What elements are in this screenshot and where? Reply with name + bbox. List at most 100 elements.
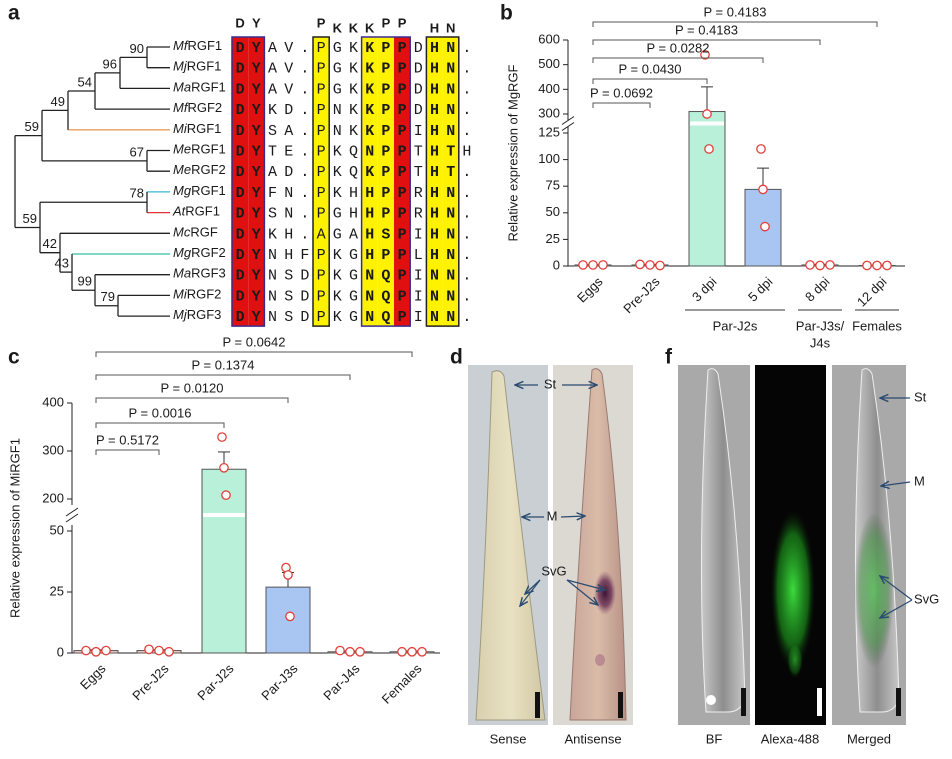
residue: . <box>462 288 471 305</box>
residue: S <box>284 268 293 285</box>
p-value: P = 0.0692 <box>590 85 653 100</box>
group-label: Par-J3s/ <box>796 318 845 333</box>
residue: Y <box>252 309 261 326</box>
leaf-label: MiRGF1 <box>173 121 221 136</box>
data-point <box>144 644 154 655</box>
residue: K <box>349 123 358 140</box>
residue: P <box>381 123 390 140</box>
residue: H <box>430 61 439 78</box>
annotation: M <box>914 473 925 488</box>
residue: H <box>284 226 293 243</box>
leaf-label: MfRGF2 <box>173 101 222 116</box>
bootstrap: 67 <box>130 144 144 159</box>
residue: P <box>398 268 407 285</box>
residue: Q <box>349 143 358 160</box>
annotation: St <box>544 376 557 391</box>
residue: K <box>333 143 342 160</box>
residue: P <box>317 164 326 181</box>
bootstrap: 78 <box>130 186 144 201</box>
comparison-bracket <box>592 78 708 84</box>
x-tick-label: 8 dpi <box>802 274 833 305</box>
data-point <box>805 260 815 270</box>
gene: RGF1 <box>191 142 226 157</box>
residue: K <box>333 288 342 305</box>
bootstrap: 59 <box>23 211 37 226</box>
species: Mg <box>173 245 192 260</box>
data-point <box>704 144 714 154</box>
comparison-bracket <box>95 422 225 428</box>
residue: A <box>268 164 277 181</box>
data-point <box>702 109 712 119</box>
species: Mj <box>173 308 188 323</box>
residue: V <box>284 61 293 78</box>
p-value: P = 0.0642 <box>222 334 285 349</box>
scale-bar <box>896 688 901 716</box>
data-point <box>397 646 407 657</box>
column-box <box>312 36 330 327</box>
residue: K <box>365 81 374 98</box>
panel-label: f <box>665 346 673 369</box>
column-highlight <box>442 37 459 327</box>
species: Ma <box>173 266 191 281</box>
stain <box>594 571 616 615</box>
logo-letter: P <box>382 15 391 30</box>
residue: D <box>284 102 293 119</box>
panel-label: d <box>450 346 463 369</box>
data-point <box>882 260 892 271</box>
data-point <box>217 432 227 442</box>
data-point <box>862 260 872 271</box>
comparison-bracket <box>592 39 821 45</box>
residue: S <box>381 226 390 243</box>
residue: P <box>398 102 407 119</box>
residue: H <box>430 123 439 140</box>
residue: . <box>462 206 471 223</box>
fluorescence <box>787 642 803 678</box>
leaf-label: MgRGF2 <box>173 245 226 260</box>
worm <box>569 368 627 721</box>
residue: N <box>430 288 439 305</box>
gene: RGF1 <box>187 59 222 74</box>
p-value: P = 0.0016 <box>128 405 191 420</box>
residue: Y <box>252 268 261 285</box>
gene: RGF2 <box>187 287 222 302</box>
residue: G <box>333 226 342 243</box>
data-point <box>598 260 608 270</box>
residue: N <box>365 143 374 160</box>
residue: . <box>462 102 471 119</box>
comparison-bracket <box>592 102 651 108</box>
annotation: M <box>547 508 558 523</box>
y-tick-label: 0 <box>57 644 64 659</box>
data-point <box>283 570 293 580</box>
gene: RGF2 <box>191 245 226 260</box>
data-point <box>655 260 665 271</box>
residue: . <box>300 123 309 140</box>
bootstrap: 49 <box>51 94 65 109</box>
residue: D <box>284 164 293 181</box>
gene: RGF1 <box>191 80 226 95</box>
y-tick-label: 100 <box>538 151 560 166</box>
data-point <box>756 144 766 154</box>
residue: S <box>268 123 277 140</box>
residue: P <box>317 102 326 119</box>
residue: H <box>430 226 439 243</box>
residue: P <box>317 123 326 140</box>
residue: H <box>430 81 439 98</box>
residue: K <box>268 102 277 119</box>
annotation: SvG <box>541 563 566 578</box>
species: Me <box>173 142 191 157</box>
residue: . <box>300 40 309 57</box>
residue: P <box>317 185 326 202</box>
fluorescence <box>771 510 815 670</box>
leaf-label: MeRGF1 <box>173 142 226 157</box>
residue: P <box>381 40 390 57</box>
residue: P <box>398 206 407 223</box>
residue: N <box>430 309 439 326</box>
residue: N <box>365 288 374 305</box>
residue: . <box>300 164 309 181</box>
residue: G <box>349 268 358 285</box>
stain <box>595 654 605 666</box>
residue: H <box>365 226 374 243</box>
leaf-label: MaRGF1 <box>173 80 226 95</box>
residue: A <box>268 81 277 98</box>
residue: K <box>333 309 342 326</box>
